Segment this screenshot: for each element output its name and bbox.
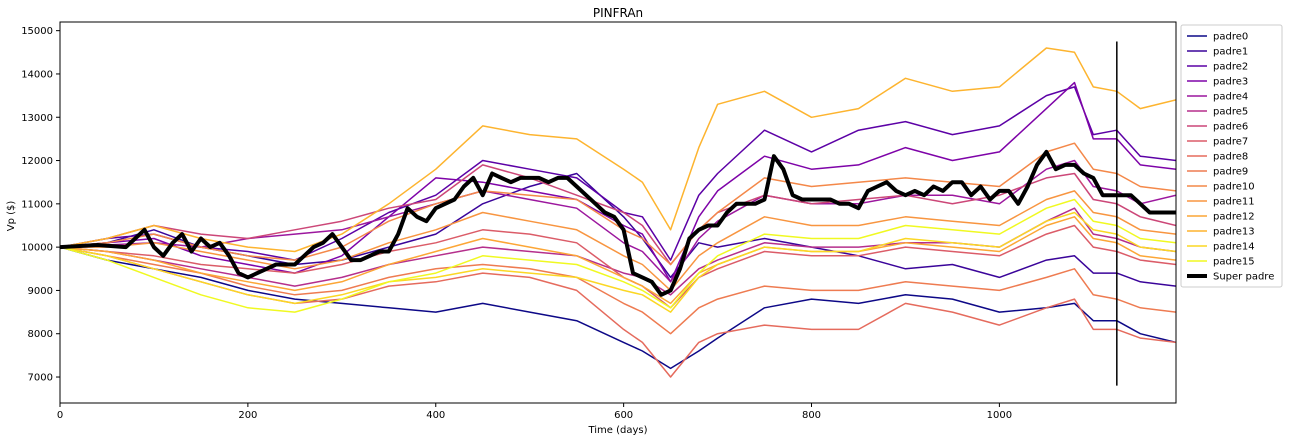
legend-label: padre4 [1213, 92, 1248, 103]
y-tick-label: 7000 [28, 373, 53, 384]
legend-label: padre10 [1213, 182, 1255, 193]
legend-label: padre12 [1213, 212, 1255, 223]
legend-label: Super padre [1213, 272, 1274, 283]
legend-label: padre15 [1213, 257, 1255, 268]
legend-label: padre1 [1213, 47, 1248, 58]
legend-label: padre6 [1213, 122, 1248, 133]
series-line-super-padre [60, 149, 1176, 297]
x-axis-label: Time (days) [587, 425, 647, 436]
axes: 0 200 400 600 800 1000 7000 8000 9000 10000 11000 1… [21, 21, 1177, 421]
y-tick-label: 9000 [28, 286, 53, 297]
x-tick-label: 0 [57, 410, 63, 421]
legend-label: padre13 [1213, 227, 1255, 238]
x-tick-label: 800 [802, 410, 821, 421]
y-tick-label: 12000 [21, 156, 53, 167]
legend-label: padre0 [1213, 32, 1248, 43]
legend-box [1180, 24, 1283, 288]
y-tick-label: 13000 [21, 113, 53, 124]
series-line-padre5 [60, 207, 1176, 296]
x-tick-label: 200 [238, 410, 257, 421]
legend-label: padre11 [1213, 197, 1255, 208]
x-tick-label: 600 [614, 410, 633, 421]
legend-label: padre3 [1213, 77, 1248, 88]
series-line-padre2 [60, 86, 1176, 261]
y-tick-label: 11000 [21, 199, 53, 210]
series-line-padre14 [60, 211, 1176, 313]
y-tick-label: 8000 [28, 329, 53, 340]
y-tick-label: 15000 [21, 26, 53, 37]
x-tick-label: 400 [426, 410, 445, 421]
series-line-padre1 [60, 172, 1176, 287]
legend-label: padre9 [1213, 167, 1248, 178]
series-line-padre13 [60, 47, 1176, 253]
series-line-padre10 [60, 142, 1176, 266]
legend-label: padre8 [1213, 152, 1248, 163]
y-tick-label: 10000 [21, 243, 53, 254]
plot-area [60, 41, 1176, 386]
legend-label: padre14 [1213, 242, 1255, 253]
series-line-padre0 [60, 246, 1176, 370]
y-axis-label: Vp ($) [6, 201, 17, 232]
legend-label: padre7 [1213, 137, 1248, 148]
legend: padre0 padre1 padre2 padre3 padre4 padre5 padr… [1180, 24, 1283, 288]
y-tick-label: 14000 [21, 69, 53, 80]
chart-title: PINFRAn [593, 6, 643, 20]
legend-label: padre5 [1213, 107, 1248, 118]
series-line-padre15 [60, 198, 1176, 313]
series-line-padre9 [60, 246, 1176, 335]
series-line-padre12 [60, 216, 1176, 305]
axes-frame [59, 21, 1177, 404]
legend-label: padre2 [1213, 62, 1248, 73]
x-tick-label: 1000 [987, 410, 1012, 421]
